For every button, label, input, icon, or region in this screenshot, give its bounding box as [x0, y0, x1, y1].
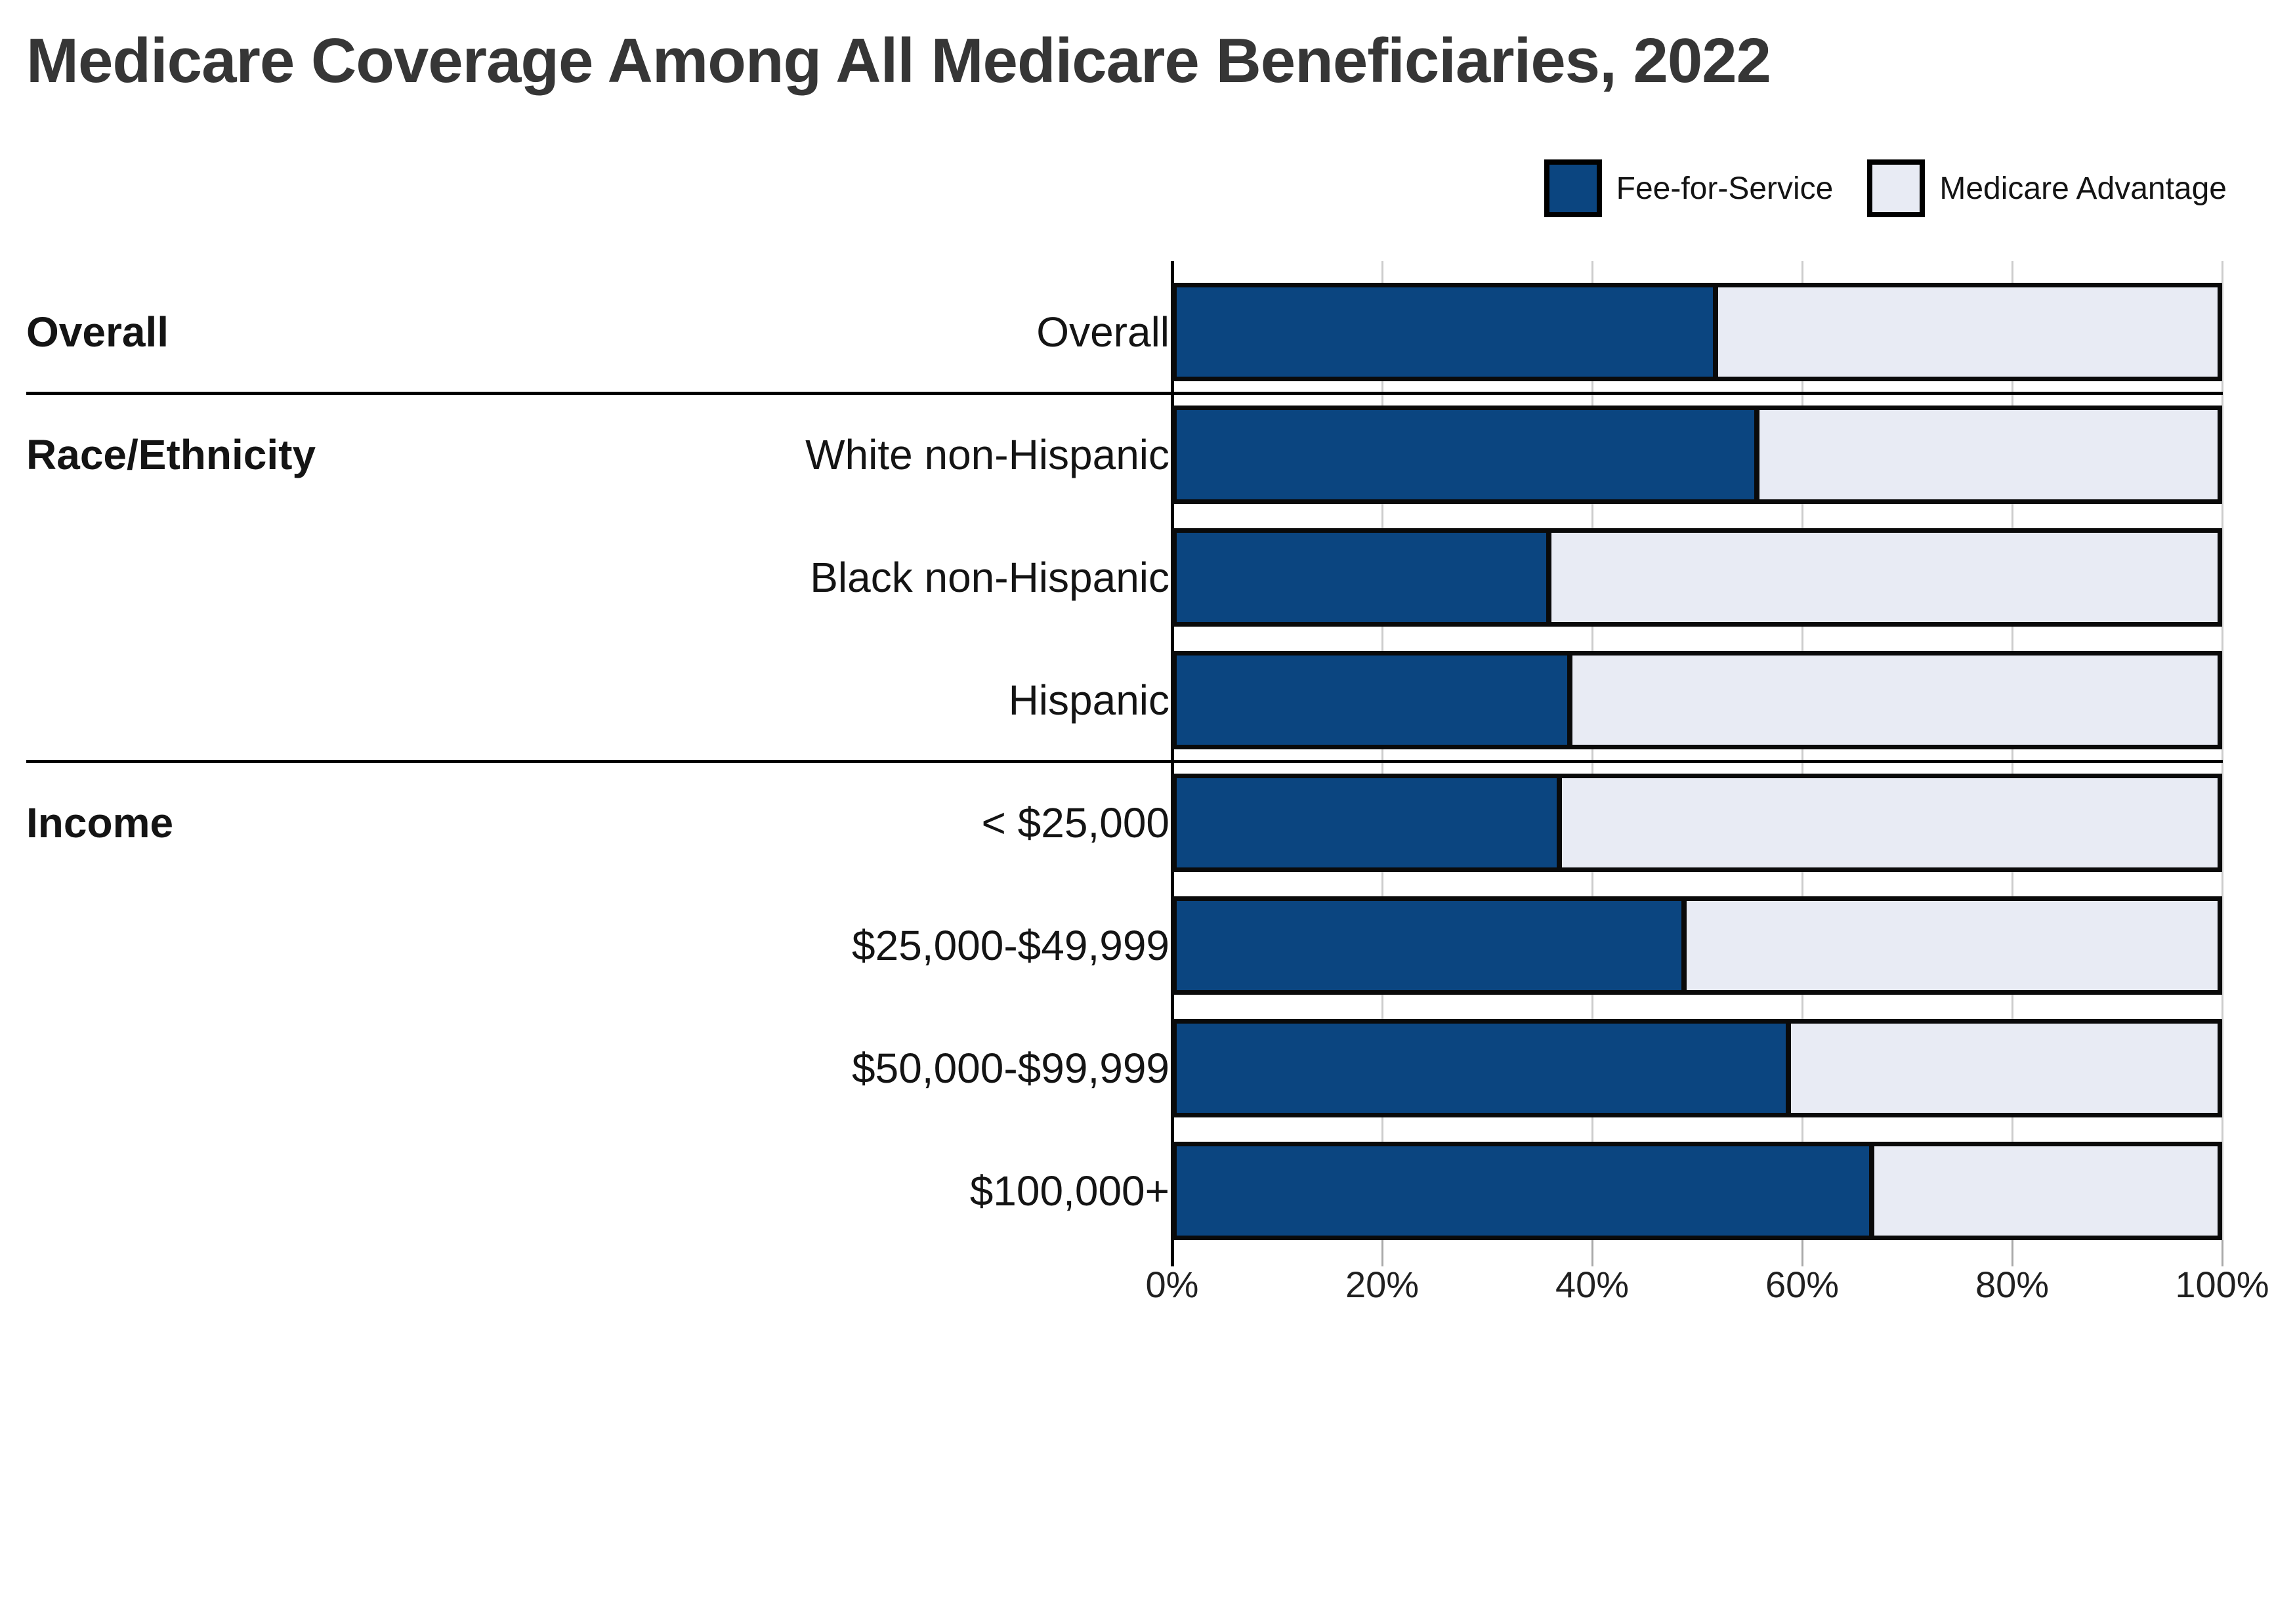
x-tick-label: 60%: [1765, 1264, 1840, 1305]
legend-label: Medicare Advantage: [1939, 171, 2227, 206]
bar-row: [1172, 283, 2222, 381]
bar-row: [1172, 774, 2222, 872]
x-tick: [1591, 1240, 1593, 1266]
bar-segment-medicare-advantage[interactable]: [1551, 533, 2218, 622]
bar-segment-fee-for-service[interactable]: [1177, 533, 1551, 622]
page-title: Medicare Coverage Among All Medicare Ben…: [26, 26, 1771, 96]
x-tick-label: 20%: [1345, 1264, 1420, 1305]
section-label-race-ethnicity: Race/Ethnicity: [26, 431, 316, 478]
bar-segment-fee-for-service[interactable]: [1177, 1146, 1874, 1236]
legend-label: Fee-for-Service: [1616, 171, 1834, 206]
bar-segment-fee-for-service[interactable]: [1177, 410, 1760, 499]
x-tick-label: 80%: [1975, 1264, 2050, 1305]
row-label: White non-Hispanic: [805, 431, 1169, 478]
bar-segment-fee-for-service[interactable]: [1177, 778, 1562, 867]
row-label: Black non-Hispanic: [810, 554, 1169, 601]
bar-row: [1172, 1142, 2222, 1240]
bar-segment-fee-for-service[interactable]: [1177, 287, 1718, 377]
x-tick: [2011, 1240, 2013, 1266]
row-label: $25,000-$49,999: [852, 922, 1169, 969]
bar-segment-fee-for-service[interactable]: [1177, 901, 1687, 990]
bar-segment-medicare-advantage[interactable]: [1717, 287, 2218, 377]
x-tick-label: 0%: [1145, 1264, 1199, 1305]
section-label-overall: Overall: [26, 308, 169, 356]
bar-segment-medicare-advantage[interactable]: [1561, 778, 2218, 867]
x-tick: [1801, 1240, 1803, 1266]
bar-segment-medicare-advantage[interactable]: [1759, 410, 2218, 499]
x-tick-label: 40%: [1555, 1264, 1630, 1305]
row-label: $50,000-$99,999: [852, 1045, 1169, 1092]
bar-segment-medicare-advantage[interactable]: [1790, 1024, 2218, 1113]
section-label-income: Income: [26, 799, 174, 846]
row-label: Hispanic: [1008, 677, 1169, 724]
y-axis-line: [1171, 261, 1174, 1266]
bar-row: [1172, 896, 2222, 995]
section-separator: [26, 392, 2223, 395]
x-tick: [1381, 1240, 1383, 1266]
x-tick-label: 100%: [2175, 1264, 2269, 1305]
bar-segment-medicare-advantage[interactable]: [1687, 901, 2218, 990]
row-label: Overall: [1036, 308, 1169, 356]
row-label: < $25,000: [981, 799, 1170, 846]
legend-item-fee-for-service[interactable]: Fee-for-Service: [1544, 159, 1834, 217]
gridline: [2221, 261, 2223, 1240]
bar-row: [1172, 406, 2222, 504]
gridline: [1381, 261, 1383, 1240]
bar-row: [1172, 651, 2222, 749]
gridline: [1801, 261, 1803, 1240]
medicare-advantage-swatch-icon: [1867, 159, 1926, 217]
fee-for-service-swatch-icon: [1544, 159, 1602, 217]
legend: Fee-for-Service Medicare Advantage: [1544, 159, 2227, 217]
section-separator: [26, 760, 2223, 763]
bar-row: [1172, 1019, 2222, 1117]
bar-row: [1172, 528, 2222, 627]
bar-segment-medicare-advantage[interactable]: [1572, 656, 2218, 745]
legend-item-medicare-advantage[interactable]: Medicare Advantage: [1867, 159, 2227, 217]
bar-segment-medicare-advantage[interactable]: [1874, 1146, 2218, 1236]
row-label: $100,000+: [969, 1167, 1169, 1215]
bar-segment-fee-for-service[interactable]: [1177, 1024, 1791, 1113]
gridline: [1591, 261, 1593, 1240]
x-tick: [2221, 1240, 2223, 1266]
bar-segment-fee-for-service[interactable]: [1177, 656, 1572, 745]
gridline: [2011, 261, 2013, 1240]
